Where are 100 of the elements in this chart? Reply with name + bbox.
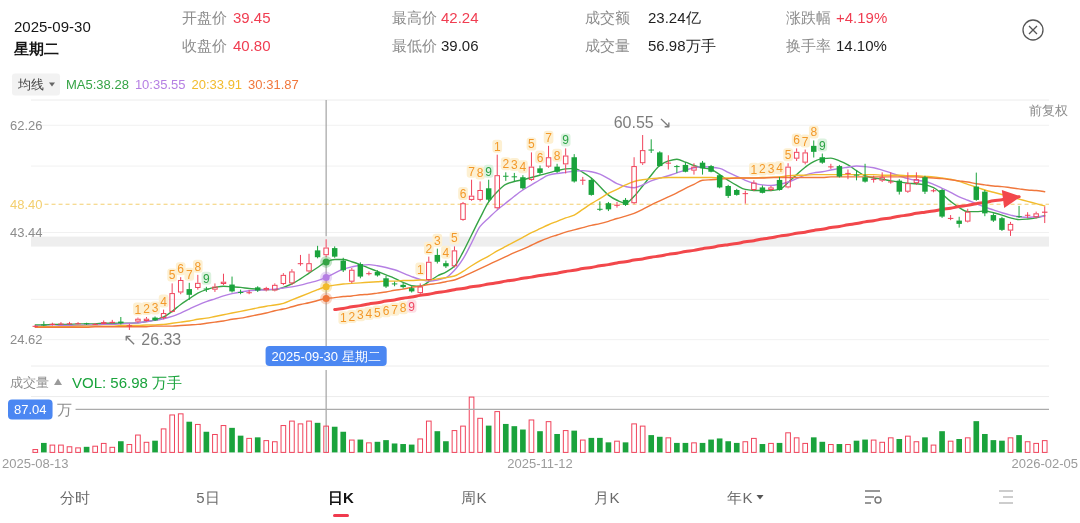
- bar: [887, 437, 894, 453]
- bar: [408, 444, 415, 453]
- bar: [879, 441, 886, 453]
- annotation: 万: [56, 400, 72, 418]
- bar: [100, 442, 107, 453]
- bar: [733, 442, 740, 453]
- bar: [665, 437, 672, 453]
- bar: [246, 437, 252, 453]
- bar: [742, 441, 749, 453]
- bar: [725, 441, 732, 453]
- bar: [229, 427, 235, 453]
- sequence-count: 8: [475, 166, 485, 181]
- sequence-count: 9: [406, 299, 417, 314]
- value-tag: 87.04: [8, 399, 53, 420]
- text: 开盘价: [182, 8, 227, 26]
- annotation: 87.04: [14, 402, 47, 418]
- bar: [502, 423, 509, 453]
- text: 23.24亿: [648, 8, 701, 26]
- bar: [477, 417, 483, 453]
- sequence-count: 7: [184, 267, 195, 282]
- text: 年K: [727, 488, 753, 506]
- bar: [126, 444, 133, 453]
- bar: [323, 425, 329, 453]
- sequence-count: 7: [466, 164, 477, 179]
- bar: [1024, 441, 1031, 453]
- x-tick-label: 2025-08-13: [2, 456, 69, 471]
- bar: [41, 442, 47, 453]
- bar: [348, 439, 355, 453]
- text: 最低价: [392, 36, 437, 54]
- text: 39.06: [441, 36, 479, 54]
- bar: [520, 429, 526, 453]
- text: 成交量: [585, 36, 630, 54]
- bar: [109, 446, 116, 453]
- bar: [263, 440, 270, 453]
- text: 5日: [196, 488, 220, 506]
- sequence-count: 5: [449, 231, 460, 246]
- bar: [220, 425, 227, 453]
- bar: [66, 446, 73, 453]
- bar: [306, 420, 312, 453]
- bar: [49, 444, 56, 453]
- text: 月K: [594, 488, 620, 506]
- bar: [845, 444, 851, 453]
- annotation: ↖ 26.33: [123, 331, 182, 349]
- bar: [451, 430, 458, 453]
- annotation: 前复权: [1029, 102, 1068, 118]
- text: 换手率: [786, 36, 831, 54]
- text: 星期二: [13, 39, 59, 57]
- bar: [545, 421, 552, 453]
- text: 周K: [461, 488, 487, 506]
- sequence-count: 5: [783, 148, 793, 163]
- text: 42.24: [441, 8, 479, 26]
- bar: [212, 433, 218, 453]
- bar: [383, 440, 389, 453]
- sequence-count: 8: [398, 301, 408, 316]
- text: 涨跌幅: [786, 8, 831, 26]
- bar: [340, 431, 347, 453]
- sequence-count: 9: [560, 133, 571, 148]
- bar: [92, 445, 98, 453]
- sequence-count: 6: [175, 262, 186, 277]
- sequence-count: 6: [458, 186, 468, 201]
- bar: [391, 443, 398, 453]
- legend-title: 均线: [17, 77, 44, 92]
- sequence-count: 3: [766, 162, 776, 177]
- sequence-count: 4: [364, 307, 374, 322]
- bar: [331, 426, 338, 453]
- bar: [956, 439, 962, 453]
- bar: [152, 440, 158, 453]
- text: 14.10%: [836, 36, 887, 54]
- bar: [1016, 435, 1022, 453]
- sequence-count: 3: [150, 301, 160, 316]
- bar: [468, 396, 475, 453]
- bar: [271, 441, 278, 453]
- bar: [494, 411, 501, 453]
- sequence-count: 1: [492, 139, 503, 154]
- bar: [896, 439, 903, 453]
- bar: [939, 431, 945, 453]
- bar: [810, 437, 817, 453]
- bar: [118, 441, 124, 453]
- sequence-count: 3: [432, 233, 443, 248]
- bar: [460, 425, 466, 453]
- bar: [186, 421, 193, 453]
- bar: [75, 447, 81, 453]
- bar: [597, 437, 603, 453]
- bar: [870, 439, 877, 453]
- bar: [691, 442, 697, 453]
- text: 2025-09-30: [14, 17, 91, 35]
- bar: [289, 420, 295, 453]
- sequence-count: 8: [192, 259, 203, 274]
- bar: [177, 413, 184, 453]
- bar: [1041, 440, 1048, 453]
- bar: [648, 435, 655, 453]
- series-label: VOL: 56.98 万手: [72, 373, 183, 391]
- bar: [973, 421, 980, 453]
- bar: [862, 439, 868, 453]
- bar: [656, 436, 663, 453]
- bar: [793, 437, 800, 453]
- bar: [913, 441, 920, 453]
- annotation: 2025-09-30 星期二: [271, 349, 381, 364]
- ref-line-label: 48.40: [10, 196, 43, 212]
- x-tick-label: 2025-11-12: [507, 456, 573, 471]
